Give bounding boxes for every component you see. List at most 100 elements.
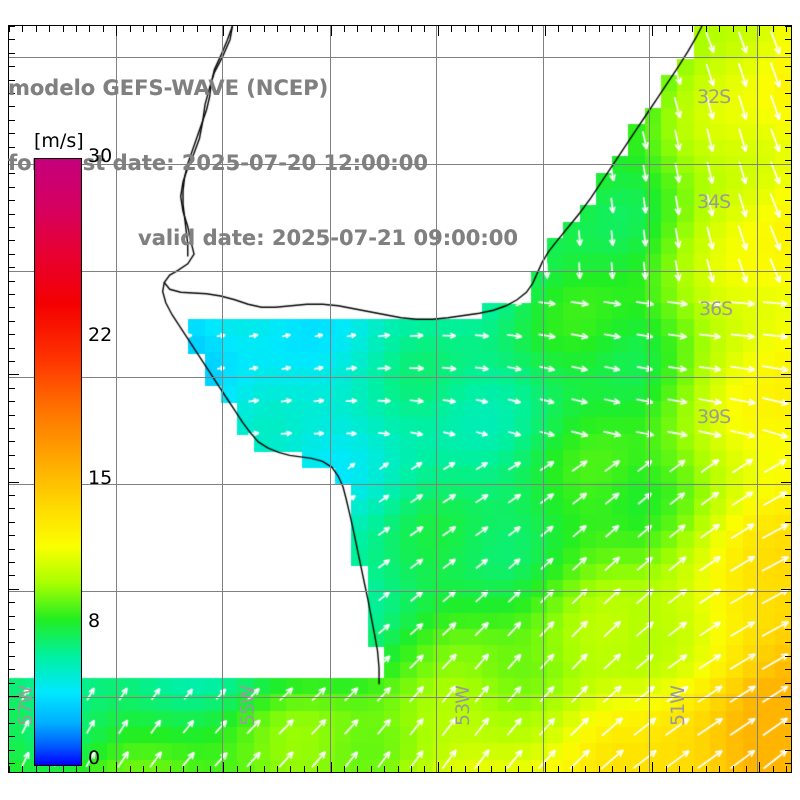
axis-tick-left xyxy=(9,119,15,121)
axis-tick-right xyxy=(785,119,791,121)
axis-tick-left xyxy=(9,562,15,563)
gridline-horizontal-1 xyxy=(9,164,791,165)
axis-tick-top xyxy=(397,26,399,32)
axis-tick-right xyxy=(785,240,791,242)
axis-tick-left xyxy=(9,508,15,510)
axis-tick-top xyxy=(370,26,372,32)
axis-tick-bottom xyxy=(437,762,439,772)
axis-tick-right xyxy=(781,481,791,483)
axis-tick-left xyxy=(9,655,15,657)
axis-tick-left xyxy=(9,401,15,403)
axis-tick-top xyxy=(357,26,359,32)
axis-tick-top xyxy=(531,26,533,32)
axis-tick-left xyxy=(9,722,15,724)
axis-tick-right xyxy=(785,280,791,282)
axis-tick-right xyxy=(785,79,791,81)
axis-tick-right xyxy=(785,334,791,336)
axis-tick-bottom xyxy=(22,766,24,772)
axis-tick-left xyxy=(9,682,15,684)
valid-date-label: valid date: 2025-07-21 09:00:00 xyxy=(138,226,518,250)
axis-tick-bottom xyxy=(102,766,104,772)
axis-tick-right xyxy=(781,588,791,590)
axis-tick-left xyxy=(9,642,15,644)
axis-tick-top xyxy=(692,26,694,32)
axis-tick-top xyxy=(786,26,788,32)
axis-tick-left xyxy=(9,615,15,617)
axis-tick-left xyxy=(9,454,15,456)
axis-tick-bottom xyxy=(223,762,225,772)
axis-tick-left xyxy=(9,26,15,27)
gridline-horizontal-3 xyxy=(9,377,791,379)
axis-tick-left xyxy=(9,414,15,416)
axis-tick-left xyxy=(9,307,15,309)
axis-tick-right xyxy=(785,709,791,711)
axis-tick-left xyxy=(9,428,15,429)
axis-tick-bottom xyxy=(277,766,278,772)
axis-tick-left xyxy=(9,66,15,68)
axis-tick-bottom xyxy=(330,762,332,772)
axis-tick-top xyxy=(344,26,345,32)
axis-tick-top xyxy=(585,26,587,32)
axis-tick-bottom xyxy=(384,766,386,772)
axis-tick-bottom xyxy=(143,766,144,772)
axis-tick-bottom xyxy=(504,766,506,772)
axis-tick-right xyxy=(785,468,791,470)
axis-tick-left xyxy=(9,387,15,389)
axis-tick-right xyxy=(785,200,791,202)
axis-tick-bottom xyxy=(464,766,466,772)
axis-tick-top xyxy=(62,26,64,32)
axis-tick-right xyxy=(785,722,791,724)
axis-tick-right xyxy=(785,253,791,255)
axis-tick-right xyxy=(785,347,791,349)
axis-tick-bottom xyxy=(732,766,734,772)
axis-tick-right xyxy=(785,629,791,630)
axis-tick-bottom xyxy=(491,766,493,772)
axis-tick-left xyxy=(9,696,19,697)
axis-tick-top xyxy=(719,26,721,32)
map-frame[interactable]: 32S 34S 36S 39S 57W 55W 53W 51W xyxy=(8,25,792,773)
axis-tick-bottom xyxy=(531,766,533,772)
colorbar-unit-label: [m/s] xyxy=(34,130,84,152)
axis-tick-top xyxy=(772,26,774,32)
axis-tick-bottom xyxy=(397,766,399,772)
axis-tick-left xyxy=(9,160,15,161)
axis-tick-bottom xyxy=(263,766,265,772)
gridline-vertical-1 xyxy=(222,26,224,772)
axis-tick-bottom xyxy=(786,766,788,772)
axis-tick-left xyxy=(9,481,19,483)
axis-tick-left xyxy=(9,133,15,135)
axis-tick-right xyxy=(785,763,791,764)
axis-tick-left xyxy=(9,93,15,94)
gridline-vertical-3 xyxy=(435,26,437,772)
axis-tick-bottom xyxy=(49,766,51,772)
axis-tick-left xyxy=(9,106,15,108)
axis-tick-left xyxy=(9,441,15,443)
axis-tick-top xyxy=(49,26,51,32)
axis-tick-right xyxy=(785,615,791,617)
axis-tick-top xyxy=(437,26,439,36)
axis-tick-bottom xyxy=(303,766,305,772)
axis-tick-right xyxy=(785,414,791,416)
gridline-vertical-6 xyxy=(756,26,758,772)
axis-tick-bottom xyxy=(210,766,211,772)
gridline-vertical-0 xyxy=(116,26,118,772)
axis-tick-left xyxy=(9,629,15,630)
axis-tick-top xyxy=(277,26,278,32)
axis-tick-right xyxy=(785,508,791,510)
axis-tick-right xyxy=(785,642,791,644)
axis-tick-top xyxy=(236,26,238,32)
axis-tick-bottom xyxy=(692,766,694,772)
axis-tick-right xyxy=(785,548,791,550)
axis-tick-bottom xyxy=(370,766,372,772)
gridline-horizontal-0 xyxy=(9,57,791,59)
axis-tick-top xyxy=(317,26,319,32)
axis-tick-right xyxy=(785,749,791,751)
axis-tick-right xyxy=(785,26,791,27)
axis-tick-top xyxy=(263,26,265,32)
axis-tick-top xyxy=(625,26,627,32)
axis-tick-left xyxy=(9,588,19,590)
axis-tick-top xyxy=(679,26,680,32)
gridline-horizontal-6 xyxy=(9,697,791,699)
axis-tick-bottom xyxy=(598,766,600,772)
model-title: modelo GEFS-WAVE (NCEP) xyxy=(8,76,329,100)
